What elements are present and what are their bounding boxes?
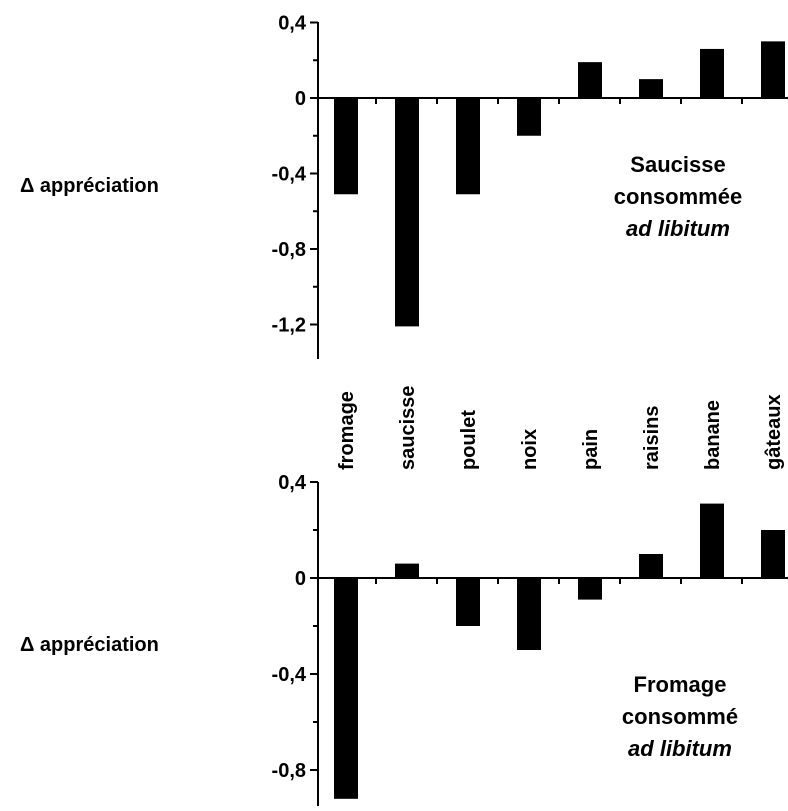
annotation-bottom-line-1: Fromage — [634, 672, 727, 697]
bar-top-pain — [578, 62, 602, 98]
bar-top-noix — [517, 98, 541, 136]
bars-bottom — [334, 503, 785, 799]
category-label-1: saucisse — [397, 385, 419, 470]
category-label-7: gâteaux — [763, 394, 785, 470]
y-ticks-bottom: 0,4 0 -0,4 -0,8 — [272, 472, 318, 782]
y-tick-label-top-2: -0,4 — [272, 164, 307, 186]
y-tick-label-bottom-0: 0,4 — [278, 472, 307, 494]
bar-bottom-saucisse — [395, 563, 419, 578]
bars-top — [334, 41, 785, 327]
x-ticks-top — [375, 98, 743, 104]
bar-bottom-pain — [578, 578, 602, 600]
annotation-bottom-line-2: consommé — [622, 704, 738, 729]
annotation-top-line-3: ad libitum — [626, 216, 730, 241]
category-labels: fromage saucisse poulet noix pain raisins bana… — [336, 385, 785, 470]
annotation-top: Saucisse consommée ad libitum — [614, 152, 742, 241]
bar-bottom-poulet — [456, 578, 480, 626]
y-axis-label-top: Δ appréciation — [20, 175, 159, 197]
category-label-6: banane — [702, 400, 724, 470]
y-ticks-top: 0,4 0 -0,4 -0,8 -1,2 — [272, 13, 318, 337]
bar-top-saucisse — [395, 98, 419, 327]
y-tick-label-top-0: 0,4 — [278, 13, 307, 35]
bar-top-gâteaux — [761, 41, 785, 98]
y-tick-label-top-3: -0,8 — [272, 239, 306, 261]
bar-bottom-gâteaux — [761, 530, 785, 578]
y-tick-label-bottom-2: -0,4 — [272, 664, 307, 686]
y-tick-label-top-1: 0 — [295, 88, 306, 110]
bar-bottom-banane — [700, 503, 724, 578]
bar-top-raisins — [639, 79, 663, 98]
category-label-5: raisins — [641, 406, 663, 470]
y-tick-label-bottom-1: 0 — [295, 568, 306, 590]
bar-bottom-noix — [517, 578, 541, 650]
bar-top-fromage — [334, 98, 358, 195]
category-label-2: poulet — [458, 410, 480, 470]
bar-bottom-fromage — [334, 578, 358, 799]
annotation-bottom: Fromage consommé ad libitum — [622, 672, 738, 761]
category-label-3: noix — [519, 429, 541, 470]
chart-top: Δ appréciation 0,4 0 -0,4 -0,8 -1,2 fromage s… — [20, 13, 788, 470]
annotation-top-line-2: consommée — [614, 184, 742, 209]
y-tick-label-bottom-3: -0,8 — [272, 760, 306, 782]
y-axis-label-bottom: Δ appréciation — [20, 634, 159, 656]
bar-top-poulet — [456, 98, 480, 195]
bar-top-banane — [700, 48, 724, 98]
category-label-4: pain — [580, 429, 602, 470]
category-label-0: fromage — [336, 391, 358, 470]
chart-bottom: Δ appréciation 0,4 0 -0,4 -0,8 Fromage cons… — [20, 472, 788, 806]
annotation-top-line-1: Saucisse — [630, 152, 725, 177]
y-tick-label-top-4: -1,2 — [272, 315, 306, 337]
annotation-bottom-line-3: ad libitum — [628, 736, 732, 761]
bar-bottom-raisins — [639, 554, 663, 578]
x-ticks-bottom — [375, 578, 743, 584]
